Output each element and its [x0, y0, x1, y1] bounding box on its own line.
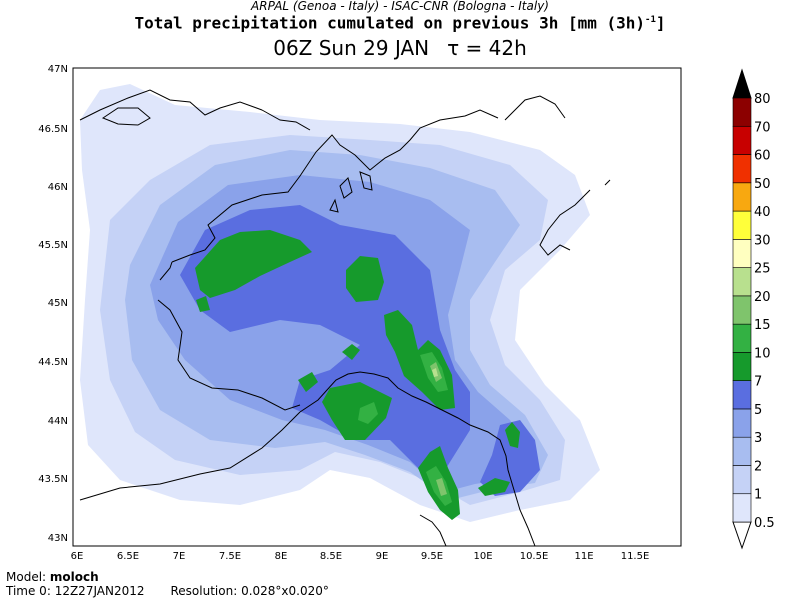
- corsica-tip: [419, 514, 447, 546]
- lon-label: 6.5E: [117, 551, 139, 562]
- lon-label: 6E: [71, 551, 84, 562]
- lon-label: 9E: [376, 551, 389, 562]
- footer-time: Time 0: 12Z27JAN2012 Resolution: 0.028°x0…: [6, 585, 329, 598]
- coast-france: [79, 411, 301, 501]
- colorbar-band: [732, 97, 752, 127]
- valid-time: 06Z Sun 29 JAN: [273, 36, 430, 60]
- colorbar-label: 5: [754, 403, 762, 418]
- lat-label: 46N: [48, 182, 68, 193]
- colorbar-label: 15: [754, 318, 771, 333]
- colorbar-label: 1: [754, 488, 762, 503]
- precipitation-field: [80, 84, 600, 522]
- colorbar: 0.5 1 2 3 5 7 10 15 20 25 30 40 50 60 70 80: [732, 68, 775, 550]
- resolution-value: 0.028°x0.020°: [241, 584, 329, 598]
- colorbar-label: 60: [754, 149, 771, 164]
- colorbar-band: [732, 352, 752, 381]
- lat-label: 45N: [48, 298, 68, 309]
- colorbar-label: 0.5: [754, 516, 775, 531]
- border-east: [504, 95, 611, 256]
- lon-label: 7E: [173, 551, 186, 562]
- colorbar-band: [732, 493, 752, 523]
- lat-label: 45.5N: [38, 240, 68, 251]
- precip-contour-10-ligurian: [358, 402, 378, 424]
- colorbar-label: 25: [754, 262, 771, 277]
- time0-value: 12Z27JAN2012: [54, 584, 145, 598]
- model-value: moloch: [49, 570, 99, 584]
- colorbar-band: [732, 210, 752, 240]
- colorbar-label: 30: [754, 233, 771, 248]
- map-title-end: ]: [655, 13, 666, 33]
- coast-liguria: [299, 371, 536, 546]
- precip-contour-7-center: [346, 256, 384, 302]
- colorbar-max-arrow: [732, 68, 752, 99]
- colorbar-min-arrow: [732, 521, 752, 550]
- precip-contour-7-ligurian: [322, 382, 392, 440]
- lat-label: 47N: [48, 64, 68, 75]
- map-subtitle: 06Z Sun 29 JAN τ = 42h: [0, 36, 800, 60]
- lon-label: 7.5E: [219, 551, 241, 562]
- country-border-north: [79, 89, 311, 131]
- precip-contour-15-south: [436, 478, 447, 496]
- map-frame: [72, 67, 682, 547]
- lon-label: 10.5E: [520, 551, 549, 562]
- colorbar-label: 10: [754, 346, 771, 361]
- colorbar-label: 3: [754, 431, 762, 446]
- lat-label: 46.5N: [38, 124, 68, 135]
- lon-label: 9.5E: [421, 551, 443, 562]
- lon-label: 11E: [574, 551, 593, 562]
- lake-geneva: [101, 107, 151, 126]
- colorbar-label: 2: [754, 459, 762, 474]
- lon-label: 8.5E: [320, 551, 342, 562]
- colorbar-band: [732, 295, 752, 325]
- lat-label: 44N: [48, 416, 68, 427]
- colorbar-band: [732, 323, 752, 353]
- colorbar-label: 20: [754, 290, 771, 305]
- precip-contour-5-east: [480, 420, 540, 496]
- colorbar-band: [732, 465, 752, 495]
- footer-model: Model: moloch: [6, 571, 99, 584]
- colorbar-band: [732, 182, 752, 212]
- colorbar-label: 70: [754, 120, 771, 135]
- model-label: Model:: [6, 570, 47, 584]
- resolution-label: Resolution:: [170, 584, 238, 598]
- latitude-axis: 47N 46.5N 46N 45.5N 45N 44.5N 44N 43.5N …: [38, 64, 68, 544]
- time0-label: Time 0:: [6, 584, 51, 598]
- colorbar-band: [732, 436, 752, 466]
- colorbar-band: [732, 408, 752, 438]
- lon-label: 11.5E: [621, 551, 650, 562]
- precip-contour-7-se: [342, 344, 360, 360]
- lat-label: 43.5N: [38, 474, 68, 485]
- lon-label: 8E: [275, 551, 288, 562]
- precip-contour-7-sw: [298, 372, 318, 392]
- colorbar-label: 40: [754, 205, 771, 220]
- longitude-axis: 6E 6.5E 7E 7.5E 8E 8.5E 9E 9.5E 10E 10.5…: [71, 551, 650, 562]
- precip-contour-20: [432, 368, 438, 377]
- lakes: [329, 171, 373, 213]
- colorbar-band: [732, 267, 752, 297]
- lon-label: 10E: [473, 551, 492, 562]
- precip-contour-7-west: [196, 296, 210, 312]
- colorbar-band: [732, 154, 752, 184]
- map-title: Total precipitation cumulated on previou…: [0, 11, 800, 32]
- country-border-west: [157, 109, 499, 411]
- colorbar-band: [732, 380, 752, 410]
- map-title-text: Total precipitation cumulated on previou…: [134, 13, 646, 33]
- precip-contour-7-nw: [195, 230, 312, 298]
- forecast-lead: τ = 42h: [447, 36, 527, 60]
- lat-label: 43N: [48, 533, 68, 544]
- lat-label: 44.5N: [38, 357, 68, 368]
- colorbar-band: [732, 125, 752, 155]
- colorbar-label: 7: [754, 375, 762, 390]
- boundaries: [79, 89, 611, 546]
- map-title-exponent: -1: [645, 15, 656, 25]
- colorbar-label: 80: [754, 92, 771, 107]
- precip-contour-7-tyrrhenian: [478, 478, 510, 496]
- credit-line: ARPAL (Genoa - Italy) - ISAC-CNR (Bologn…: [251, 0, 549, 13]
- colorbar-band: [732, 239, 752, 268]
- colorbar-label: 50: [754, 177, 771, 192]
- precip-contour-7-east: [505, 422, 520, 448]
